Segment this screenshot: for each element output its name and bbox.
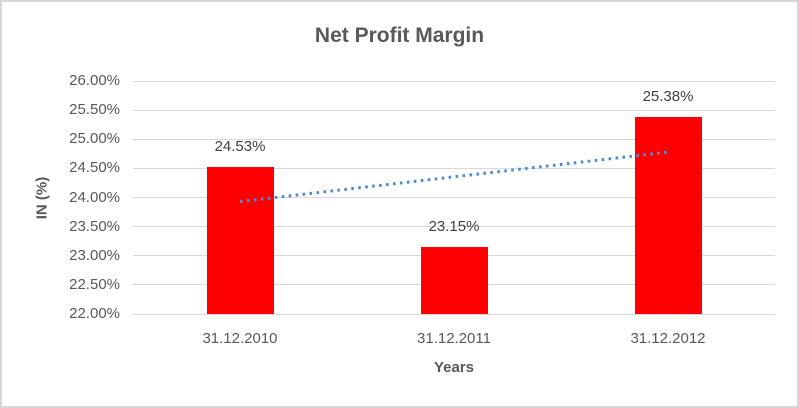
gridline: [133, 80, 775, 82]
x-axis-title: Years: [433, 359, 475, 376]
y-tick-label: 22.00%: [69, 305, 120, 322]
x-tick-label: 31.12.2012: [630, 330, 706, 347]
y-tick-label: 22.50%: [69, 275, 120, 293]
y-tick-label: 25.50%: [69, 101, 120, 119]
gridline: [133, 313, 775, 315]
data-label: 24.53%: [214, 137, 266, 155]
bar-31.12.2011: [420, 247, 488, 314]
chart-title: Net Profit Margin: [314, 24, 485, 47]
x-tick-label: 31.12.2011: [417, 330, 491, 347]
bar-31.12.2012: [634, 117, 702, 314]
y-tick-label: 24.00%: [69, 188, 120, 206]
y-tick-label: 24.50%: [69, 159, 120, 177]
y-tick-label: 23.50%: [69, 217, 120, 235]
y-tick-label: 23.00%: [69, 246, 120, 264]
data-label: 23.15%: [428, 218, 480, 235]
data-label: 25.38%: [642, 88, 694, 106]
gridline: [133, 138, 775, 140]
gridline: [133, 109, 775, 111]
bar-31.12.2010: [206, 166, 274, 314]
y-tick-label: 25.00%: [69, 130, 120, 148]
gridline: [133, 226, 775, 228]
plot-area: 24.53% 23.15% 25.38%: [133, 80, 775, 315]
x-tick-label: 31.12.2010: [202, 330, 278, 347]
y-tick-label: 26.00%: [69, 72, 120, 89]
